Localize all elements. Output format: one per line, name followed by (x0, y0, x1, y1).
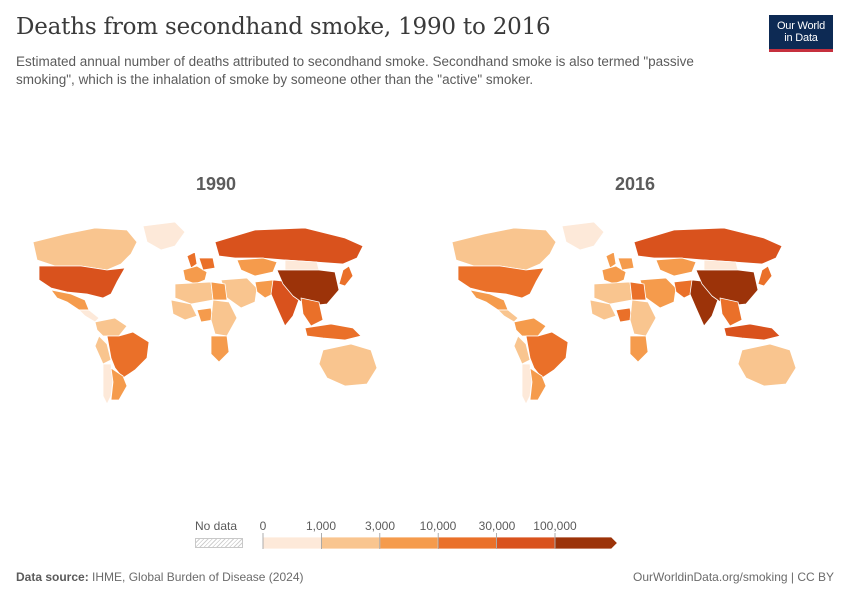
legend-no-data-label: No data (195, 519, 238, 533)
logo-line-2: in Data (784, 32, 818, 44)
map-1990-region-canada[interactable] (32, 227, 138, 271)
world-map-2016[interactable] (434, 218, 834, 408)
map-2016-region-russia[interactable] (633, 227, 783, 265)
map-1990-region-southeast-asia[interactable] (300, 297, 324, 327)
world-map-1990[interactable] (15, 218, 415, 408)
legend-tick: 0 (259, 519, 267, 533)
footer-url[interactable]: OurWorldinData.org/smoking | CC BY (633, 570, 834, 584)
map-2016-region-central-america[interactable] (497, 309, 519, 323)
footer-source: Data source: IHME, Global Burden of Dise… (16, 570, 303, 584)
map-1990-region-russia[interactable] (214, 227, 364, 265)
legend-color-bin-4 (496, 536, 556, 550)
legend-tick: 30,000 (478, 519, 516, 533)
map-1990-region-greenland[interactable] (142, 221, 186, 251)
map-1990-region-germany[interactable] (198, 257, 216, 271)
map-2016-region-uk[interactable] (605, 251, 617, 269)
map-1990-region-japan[interactable] (338, 265, 354, 287)
map-1990-region-east-africa[interactable] (210, 299, 238, 337)
legend-color-bin-3 (437, 536, 498, 550)
map-1990-region-central-america[interactable] (78, 309, 100, 323)
map-2016-region-usa[interactable] (457, 265, 545, 299)
map-1990-region-australia[interactable] (318, 343, 378, 387)
map-2016-region-canada[interactable] (451, 227, 557, 271)
legend-tick: 10,000 (419, 519, 457, 533)
map-2016-region-chile[interactable] (521, 363, 533, 405)
legend-color-bin-5 (554, 536, 618, 550)
owid-logo[interactable]: Our World in Data (769, 15, 833, 52)
map-2016-region-australia[interactable] (737, 343, 797, 387)
map-2016-region-north-africa[interactable] (593, 281, 633, 305)
map-2016-region-japan[interactable] (757, 265, 773, 287)
chart-title: Deaths from secondhand smoke, 1990 to 20… (16, 14, 551, 40)
map-1990-region-west-africa[interactable] (170, 299, 198, 321)
map-2016-region-egypt[interactable] (629, 281, 647, 301)
map-year-label-1990: 1990 (195, 174, 237, 194)
map-2016-region-south-africa[interactable] (629, 335, 649, 363)
map-1990-region-nigeria[interactable] (196, 307, 214, 323)
map-1990-region-south-africa[interactable] (210, 335, 230, 363)
map-2016-region-southeast-asia[interactable] (719, 297, 743, 327)
source-text: IHME, Global Burden of Disease (2024) (92, 570, 304, 584)
map-2016-region-greenland[interactable] (561, 221, 605, 251)
map-2016-region-west-africa[interactable] (589, 299, 617, 321)
map-2016-region-nigeria[interactable] (615, 307, 633, 323)
map-2016-region-indonesia[interactable] (723, 323, 781, 341)
map-2016-region-china[interactable] (695, 269, 759, 307)
legend-color-bin-0 (262, 536, 322, 550)
legend-tick: 3,000 (364, 519, 396, 533)
legend-no-data-swatch (195, 538, 243, 548)
map-2016-region-kazakhstan[interactable] (655, 257, 697, 277)
legend-tick: 100,000 (533, 519, 577, 533)
map-1990-region-egypt[interactable] (210, 281, 228, 301)
map-1990-region-colombia-venezuela[interactable] (94, 317, 128, 337)
chart-subtitle: Estimated annual number of deaths attrib… (16, 54, 694, 87)
map-2016-region-peru[interactable] (513, 335, 531, 365)
map-1990-region-brazil[interactable] (106, 331, 150, 379)
map-1990-region-uk[interactable] (186, 251, 198, 269)
map-1990-region-europe-west[interactable] (182, 265, 208, 285)
legend-tick: 1,000 (305, 519, 337, 533)
map-1990-region-north-africa[interactable] (174, 281, 214, 305)
map-2016-region-germany[interactable] (617, 257, 635, 271)
map-2016-region-europe-west[interactable] (601, 265, 627, 285)
legend-color-bin-1 (320, 536, 381, 550)
legend-color-bin-2 (379, 536, 439, 550)
map-1990-region-china[interactable] (276, 269, 340, 307)
map-2016-region-argentina[interactable] (529, 367, 547, 401)
map-1990-region-usa[interactable] (38, 265, 126, 299)
map-1990-region-argentina[interactable] (110, 367, 128, 401)
map-1990-region-indonesia[interactable] (304, 323, 362, 341)
map-2016-region-east-africa[interactable] (629, 299, 657, 337)
map-1990-region-kazakhstan[interactable] (236, 257, 278, 277)
map-year-label-2016: 2016 (614, 174, 656, 194)
map-1990-region-peru[interactable] (94, 335, 112, 365)
map-1990-region-chile[interactable] (102, 363, 114, 405)
map-2016-region-brazil[interactable] (525, 331, 569, 379)
source-label: Data source: (16, 570, 89, 584)
map-2016-region-colombia-venezuela[interactable] (513, 317, 547, 337)
logo-line-1: Our World (776, 20, 826, 32)
